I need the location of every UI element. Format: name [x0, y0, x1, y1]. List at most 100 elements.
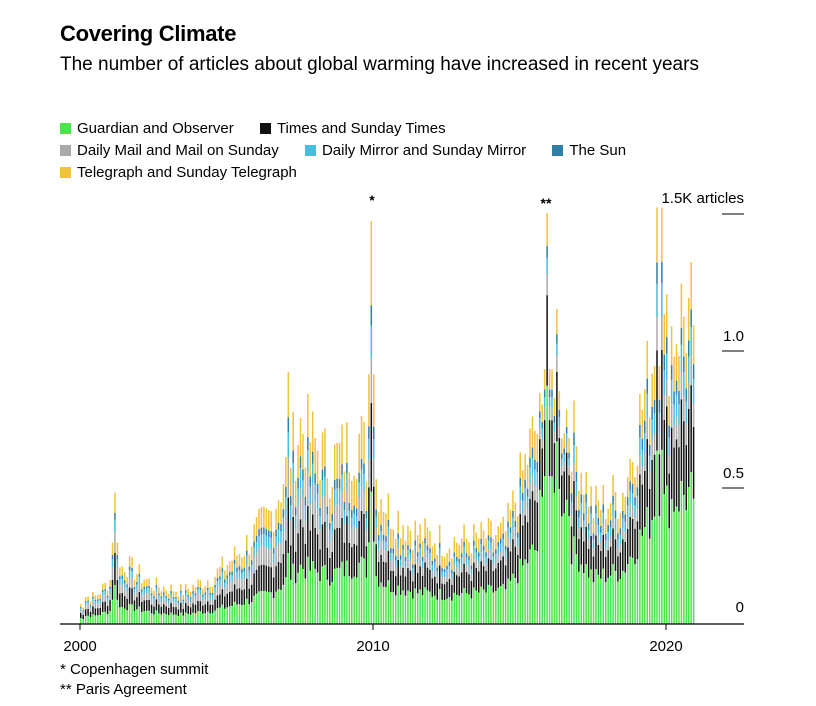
- bar-segment: [631, 506, 634, 519]
- bar-segment: [184, 592, 187, 597]
- bar-segment: [648, 538, 651, 624]
- bar-segment: [644, 452, 646, 471]
- bar-segment: [209, 604, 211, 614]
- bar-segment: [409, 553, 412, 561]
- bar-segment: [548, 369, 551, 390]
- bar-segment: [687, 487, 690, 624]
- bar-segment: [307, 450, 309, 473]
- bar-segment: [111, 542, 114, 556]
- bar-segment: [424, 587, 426, 624]
- bar-segment: [673, 426, 675, 448]
- bar-segment: [143, 611, 145, 624]
- legend-swatch: [60, 167, 71, 178]
- bar-segment: [548, 407, 551, 421]
- bar-segment: [285, 487, 287, 498]
- bar-segment: [368, 438, 370, 460]
- bar-segment: [197, 586, 199, 590]
- bar-segment: [321, 566, 324, 624]
- bar-segment: [526, 563, 529, 624]
- bar-segment: [536, 551, 539, 624]
- bar-segment: [509, 532, 512, 543]
- bar-segment: [285, 577, 287, 624]
- bar-segment: [512, 510, 514, 518]
- legend-swatch: [552, 145, 564, 156]
- bar-segment: [519, 486, 522, 501]
- bar-segment: [192, 612, 194, 624]
- bar-segment: [473, 562, 475, 588]
- bar-segment: [666, 406, 668, 486]
- bar-segment: [622, 518, 624, 529]
- bar-segment: [184, 612, 187, 624]
- bar-segment: [453, 536, 456, 553]
- bar-segment: [116, 567, 119, 580]
- bar-segment: [524, 559, 526, 624]
- bar-segment: [565, 499, 568, 624]
- bar-segment: [600, 578, 602, 624]
- bar-segment: [602, 512, 605, 524]
- bar-segment: [690, 262, 692, 310]
- bar-segment: [114, 492, 116, 513]
- bar-segment: [194, 598, 197, 605]
- bar-segment: [687, 297, 690, 341]
- bar-segment: [206, 587, 209, 591]
- bar-segment: [238, 570, 241, 578]
- bar-segment: [680, 372, 683, 400]
- bar-segment: [123, 583, 126, 589]
- bar-segment: [270, 592, 272, 624]
- bar-segment: [429, 591, 431, 624]
- bar-segment: [321, 432, 324, 470]
- bar-segment: [285, 513, 287, 541]
- bar-segment: [311, 411, 314, 452]
- bar-segment: [341, 464, 343, 475]
- bar-segment: [243, 589, 246, 605]
- bar-segment: [470, 598, 473, 624]
- bar-segment: [192, 597, 194, 604]
- bar-segment: [163, 613, 165, 624]
- bar-segment: [219, 579, 221, 586]
- bar-segment: [521, 525, 524, 566]
- bar-segment: [184, 602, 187, 613]
- bar-segment: [289, 467, 292, 497]
- bar-segment: [138, 564, 141, 574]
- bar-segment: [595, 524, 597, 536]
- bar-segment: [348, 472, 351, 503]
- bar-segment: [94, 595, 97, 600]
- bar-segment: [277, 522, 280, 530]
- bar-segment: [409, 530, 412, 549]
- bar-segment: [397, 510, 399, 534]
- bar-segment: [468, 574, 470, 595]
- bar-segment: [531, 447, 534, 458]
- bar-segment: [326, 478, 329, 507]
- bar-segment: [539, 392, 541, 412]
- bar-segment: [529, 467, 531, 484]
- bar-segment: [556, 343, 558, 357]
- bar-segment: [380, 531, 382, 542]
- bar-segment: [346, 516, 348, 561]
- bar-segment: [206, 580, 209, 588]
- bar-segment: [636, 487, 639, 496]
- bar-segment: [404, 561, 407, 568]
- bar-segment: [87, 600, 89, 602]
- bar-segment: [84, 597, 87, 602]
- bar-segment: [460, 557, 463, 565]
- bar-segment: [148, 610, 150, 624]
- bar-segment: [246, 550, 248, 556]
- bar-segment: [360, 556, 363, 624]
- bar-segment: [436, 599, 438, 624]
- bar-segment: [277, 561, 280, 590]
- bar-segment: [258, 565, 260, 592]
- bar-segment: [101, 583, 104, 590]
- bar-segment: [526, 496, 529, 510]
- bar-segment: [580, 494, 583, 503]
- bar-segment: [399, 575, 402, 595]
- bar-segment: [319, 515, 321, 530]
- bar-segment: [482, 550, 485, 558]
- bar-segment: [87, 615, 89, 624]
- bar-segment: [226, 607, 229, 624]
- bar-segment: [419, 543, 421, 549]
- bar-segment: [145, 599, 148, 611]
- bar-segment: [358, 472, 360, 483]
- bar-segment: [648, 417, 651, 445]
- bar-segment: [416, 572, 419, 594]
- bar-segment: [165, 601, 167, 607]
